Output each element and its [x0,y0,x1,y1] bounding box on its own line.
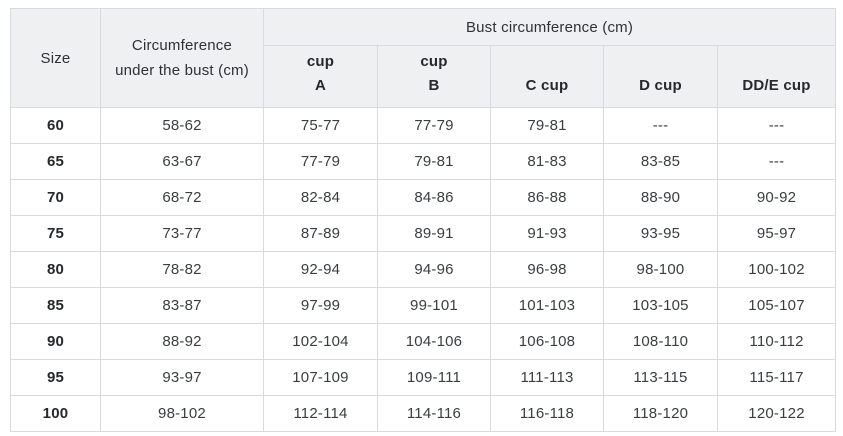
under-bust-cell: 58-62 [100,107,264,144]
cup-b-cell: 94-96 [377,251,491,288]
cup-c-cell: 91-93 [490,215,604,252]
table-row: 65 63-67 77-79 79-81 81-83 83-85 --- [10,143,837,180]
size-cell: 75 [10,215,101,252]
table-row: 90 88-92 102-104 104-106 106-108 108-110… [10,323,837,360]
cup-dde-cell: 95-97 [716,215,837,252]
cup-b-cell: 84-86 [377,179,491,216]
cup-dde-cell: 115-117 [716,359,837,396]
under-bust-cell: 78-82 [100,251,264,288]
cup-c-cell: 79-81 [490,107,604,144]
cup-d-cell: 98-100 [603,251,718,288]
size-cell: 100 [10,395,101,432]
cup-c-cell: 81-83 [490,143,604,180]
cup-c-cell: 101-103 [490,287,604,324]
cup-d-cell: 113-115 [603,359,718,396]
cup-a-cell: 75-77 [263,107,378,144]
cup-c-cell: 96-98 [490,251,604,288]
under-bust-cell: 88-92 [100,323,264,360]
header-row-cups: cup A cup B C cup D cup DD/E cup [11,45,837,108]
cup-d-cell: --- [603,107,718,144]
cup-a-cell: 107-109 [263,359,378,396]
cup-d-cell: 88-90 [603,179,718,216]
cup-dde-cell: 105-107 [716,287,837,324]
table-row: 60 58-62 75-77 77-79 79-81 --- --- [10,107,837,144]
size-chart: Size Circumference under the bust (cm) B… [10,8,837,432]
table-row: 80 78-82 92-94 94-96 96-98 98-100 100-10… [10,251,837,288]
size-cell: 65 [10,143,101,180]
cup-dde-cell: --- [716,143,837,180]
cup-c-cell: 111-113 [490,359,604,396]
cup-dde-cell: 100-102 [716,251,837,288]
table-row: 95 93-97 107-109 109-111 111-113 113-115… [10,359,837,396]
table-row: 75 73-77 87-89 89-91 91-93 93-95 95-97 [10,215,837,252]
size-cell: 70 [10,179,101,216]
cup-dde-cell: 90-92 [716,179,837,216]
cup-d-cell: 83-85 [603,143,718,180]
cup-b-cell: 77-79 [377,107,491,144]
cup-a-cell: 82-84 [263,179,378,216]
under-bust-cell: 98-102 [100,395,264,432]
under-bust-cell: 73-77 [100,215,264,252]
table-row: 70 68-72 82-84 84-86 86-88 88-90 90-92 [10,179,837,216]
size-cell: 90 [10,323,101,360]
size-cell: 85 [10,287,101,324]
cup-b-cell: 104-106 [377,323,491,360]
cup-d-cell: 118-120 [603,395,718,432]
table-row: 100 98-102 112-114 114-116 116-118 118-1… [10,395,837,432]
cup-c-cell: 106-108 [490,323,604,360]
cup-a-cell: 97-99 [263,287,378,324]
cup-b-cell: 79-81 [377,143,491,180]
size-cell: 80 [10,251,101,288]
cup-d-header: D cup [603,45,718,108]
size-cell: 95 [10,359,101,396]
cup-a-cell: 92-94 [263,251,378,288]
cup-b-header: cup B [377,45,491,108]
cup-b-cell: 99-101 [377,287,491,324]
cup-c-header: C cup [490,45,604,108]
cup-b-cell: 114-116 [377,395,491,432]
under-bust-cell: 63-67 [100,143,264,180]
bust-circumference-group-header: Bust circumference (cm) [262,8,837,46]
cup-a-cell: 77-79 [263,143,378,180]
header-row-group: Size Circumference under the bust (cm) B… [10,8,837,108]
cup-dde-cell: --- [716,107,837,144]
size-chart-table: Size Circumference under the bust (cm) B… [10,8,837,432]
cup-b-cell: 89-91 [377,215,491,252]
cup-d-cell: 108-110 [603,323,718,360]
cup-dde-header: DD/E cup [716,45,837,108]
cup-c-cell: 116-118 [490,395,604,432]
cup-a-cell: 87-89 [263,215,378,252]
cup-d-cell: 103-105 [603,287,718,324]
under-bust-cell: 68-72 [100,179,264,216]
cup-b-cell: 109-111 [377,359,491,396]
cup-dde-cell: 110-112 [716,323,837,360]
cup-d-cell: 93-95 [603,215,718,252]
size-column-header: Size [10,8,101,108]
under-bust-column-header: Circumference under the bust (cm) [100,8,264,108]
cup-a-cell: 112-114 [263,395,378,432]
cup-dde-cell: 120-122 [716,395,837,432]
size-cell: 60 [10,107,101,144]
cup-c-cell: 86-88 [490,179,604,216]
cup-a-cell: 102-104 [263,323,378,360]
cup-a-header: cup A [263,45,378,108]
under-bust-cell: 83-87 [100,287,264,324]
under-bust-cell: 93-97 [100,359,264,396]
table-row: 85 83-87 97-99 99-101 101-103 103-105 10… [10,287,837,324]
